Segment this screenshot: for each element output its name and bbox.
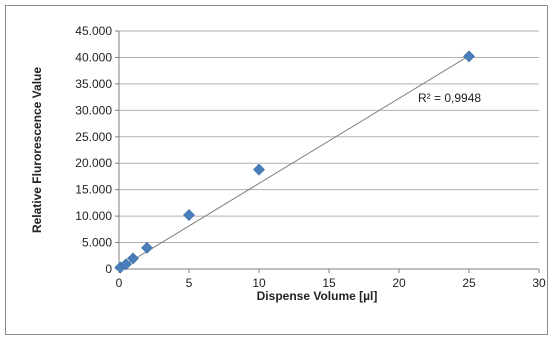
data-point-4 xyxy=(183,209,195,221)
x-tick-label-1: 5 xyxy=(186,276,193,290)
data-points xyxy=(114,50,475,274)
data-point-1 xyxy=(120,258,132,271)
y-tick-labels: 0 5.000 10.000 15.000 20.000 25.000 30.000 35.0… xyxy=(75,24,112,276)
chart-frame xyxy=(5,5,548,335)
r-squared-annotation: R² = 0,9948 xyxy=(418,91,481,105)
axes xyxy=(115,30,540,273)
y-tick-label-1: 5.000 xyxy=(82,236,112,250)
x-tick-label-4: 20 xyxy=(392,276,406,290)
data-point-3 xyxy=(141,241,153,254)
y-tick-label-2: 10.000 xyxy=(75,209,112,223)
trendline xyxy=(118,55,470,269)
y-tick-label-0: 0 xyxy=(105,262,112,276)
data-point-6 xyxy=(463,50,475,63)
data-point-5 xyxy=(253,163,265,176)
x-tick-label-2: 10 xyxy=(252,276,266,290)
y-tick-label-5: 25.000 xyxy=(75,130,112,144)
y-tick-label-8: 40.000 xyxy=(75,50,112,64)
x-tick-label-0: 0 xyxy=(116,276,123,290)
x-tick-label-3: 15 xyxy=(322,276,336,290)
y-tick-label-6: 30.000 xyxy=(75,103,112,117)
x-tick-label-5: 25 xyxy=(462,276,476,290)
y-axis-title: Relative Flurorescence Value xyxy=(30,67,44,233)
y-tick-label-4: 20.000 xyxy=(75,156,112,170)
y-tick-label-3: 15.000 xyxy=(75,183,112,197)
x-tick-labels: 0 5 10 15 20 25 30 xyxy=(116,276,546,290)
x-axis-title: Dispense Volume [µl] xyxy=(257,289,378,303)
grid-lines xyxy=(119,30,539,244)
y-tick-label-7: 35.000 xyxy=(75,77,112,91)
y-tick-label-9: 45.000 xyxy=(75,24,112,38)
data-point-2 xyxy=(127,252,139,265)
x-tick-label-6: 30 xyxy=(532,276,546,290)
